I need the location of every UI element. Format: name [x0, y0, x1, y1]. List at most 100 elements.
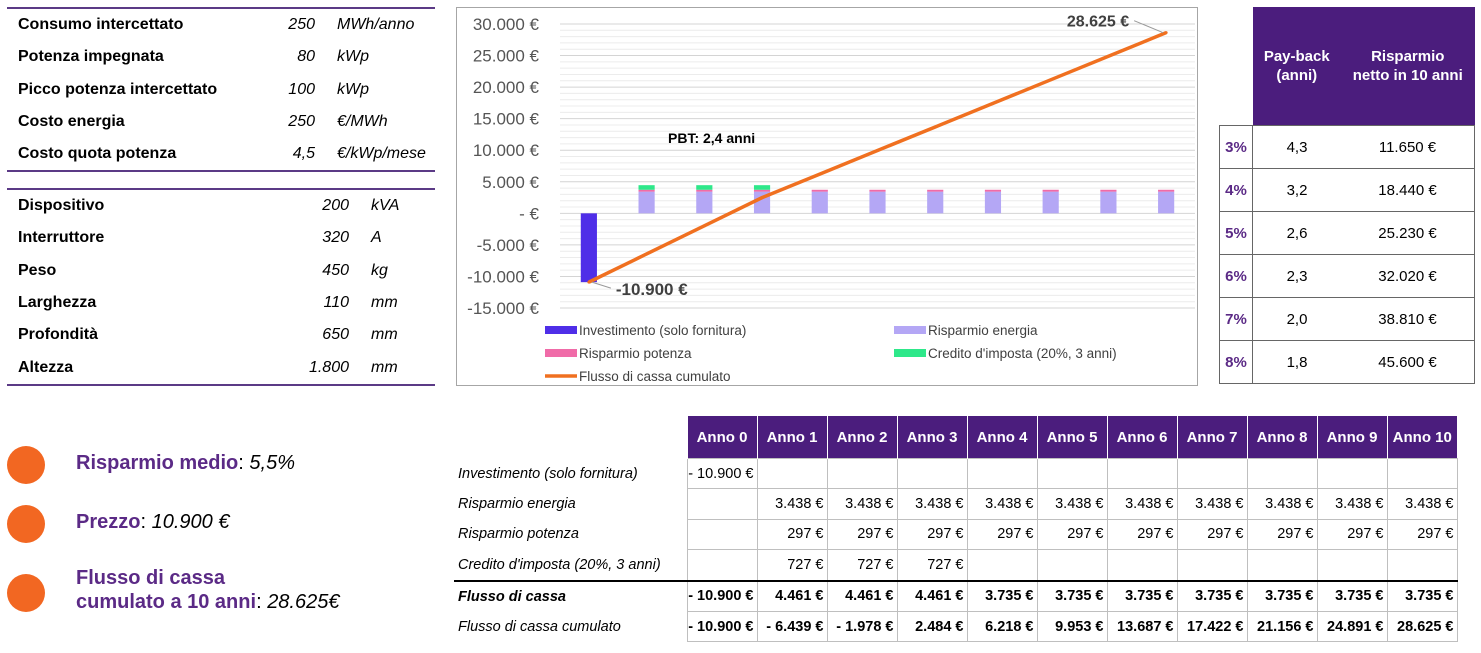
bar-risparmio-potenza	[1042, 189, 1059, 192]
cashflow-cell: 17.422 €	[1176, 610, 1248, 643]
payback-saving: 45.600 €	[1341, 340, 1475, 384]
cashflow-row-label: Flusso di cassa cumulato	[458, 618, 621, 635]
cashflow-year-header: Anno 1	[756, 416, 827, 459]
line-point	[702, 224, 706, 228]
line-point	[933, 125, 937, 129]
legend-swatch	[545, 349, 577, 357]
cashflow-cell: 297 €	[1176, 518, 1248, 551]
cashflow-cell: 297 €	[1106, 518, 1178, 551]
payback-table: Pay-back (anni) Risparmio netto in 10 an…	[1219, 7, 1475, 384]
summary-prezzo-value: 10.900 €	[151, 511, 230, 533]
spec-unit: kWp	[337, 48, 369, 66]
bar-investimento	[580, 213, 597, 283]
spec-row: Larghezza 110 mm	[7, 287, 435, 319]
cashflow-cell	[1246, 457, 1318, 490]
spec-row: Consumo intercettato 250 MWh/anno	[7, 8, 435, 41]
cashflow-cell	[1176, 549, 1248, 582]
bar-risparmio-energia	[1158, 191, 1175, 214]
cashflow-cell: 3.735 €	[1106, 579, 1178, 612]
payback-rate: 7%	[1219, 297, 1253, 341]
spec-row: Peso 450 kg	[7, 255, 435, 287]
spec-unit: mm	[371, 294, 398, 312]
cashflow-cell	[686, 518, 758, 551]
spec-row: Costo energia 250 €/MWh	[7, 106, 435, 138]
y-tick-label: 25.000 €	[473, 47, 540, 66]
cashflow-cell: 2.484 €	[896, 610, 968, 643]
cashflow-cell: 6.218 €	[966, 610, 1038, 643]
cashflow-cell: 727 €	[896, 549, 968, 582]
cashflow-cell	[826, 457, 898, 490]
cashflow-row: Credito d'imposta (20%, 3 anni) 727 €727 …	[454, 549, 1458, 582]
spec-label: Interruttore	[18, 229, 105, 247]
spec-row: Interruttore 320 A	[7, 222, 435, 254]
spec-label: Altezza	[18, 358, 74, 376]
cashflow-cell: 297 €	[826, 518, 898, 551]
payback-header: Pay-back (anni)	[1252, 7, 1341, 126]
y-tick-label: 30.000 €	[473, 15, 540, 34]
cashflow-cell: 297 €	[756, 518, 828, 551]
spec-unit: mm	[371, 326, 398, 344]
cashflow-cell	[1246, 549, 1318, 582]
spec-unit: A	[371, 229, 382, 247]
cashflow-cell: 3.438 €	[1106, 488, 1178, 520]
cashflow-cell	[1386, 549, 1458, 582]
bar-risparmio-potenza	[1158, 189, 1175, 192]
summary-flusso-label-1: Flusso di cassa	[76, 567, 225, 589]
payback-years: 4,3	[1252, 125, 1341, 169]
cashflow-row: Flusso di cassa cumulato - 10.900 € - 6.43…	[454, 610, 1458, 643]
spec-label: Peso	[18, 261, 57, 279]
cashflow-cell: 28.625 €	[1386, 610, 1458, 643]
cashflow-cell: 3.438 €	[1246, 488, 1318, 520]
spec-value: 80	[297, 48, 315, 66]
cashflow-cell: 727 €	[826, 549, 898, 582]
spec-label: Larghezza	[18, 294, 97, 312]
cashflow-cell: 3.735 €	[1246, 579, 1318, 612]
bullet-dot-icon	[7, 574, 45, 612]
cashflow-cell: 3.438 €	[896, 488, 968, 520]
cashflow-corner	[454, 416, 687, 459]
cashflow-cell: 297 €	[1246, 518, 1318, 551]
y-tick-label: 5.000 €	[482, 173, 539, 192]
bar-risparmio-energia	[869, 191, 886, 214]
payback-saving: 18.440 €	[1341, 168, 1475, 212]
cashflow-year-header: Anno 5	[1036, 416, 1107, 459]
bar-risparmio-energia	[696, 191, 713, 214]
annotation-start-value: -10.900 €	[616, 280, 688, 299]
cashflow-cell: - 1.978 €	[826, 610, 898, 643]
cashflow-cell: 3.735 €	[1316, 579, 1388, 612]
cashflow-row: Investimento (solo fornitura) - 10.900 €	[454, 457, 1458, 490]
legend-label: Investimento (solo fornitura)	[579, 323, 746, 338]
payback-years: 1,8	[1252, 340, 1341, 384]
legend-swatch	[894, 349, 926, 357]
cashflow-year-header: Anno 4	[966, 416, 1037, 459]
cashflow-cell: 3.438 €	[1316, 488, 1388, 520]
cashflow-cell	[756, 457, 828, 490]
cashflow-row: Flusso di cassa - 10.900 €4.461 €4.461 €4…	[454, 579, 1458, 612]
payback-rate: 3%	[1219, 125, 1253, 169]
cashflow-year-header: Anno 0	[686, 416, 757, 459]
cashflow-cell: 9.953 €	[1036, 610, 1108, 643]
cashflow-cell: 4.461 €	[756, 579, 828, 612]
payback-years: 2,6	[1252, 211, 1341, 255]
cashflow-cell	[1036, 457, 1108, 490]
payback-rate: 6%	[1219, 254, 1253, 298]
cashflow-cell	[1316, 549, 1388, 582]
bar-risparmio-potenza	[753, 189, 771, 192]
payback-row: 3% 4,3 11.650 €	[1219, 125, 1475, 169]
cashflow-cell: 4.461 €	[896, 579, 968, 612]
summary-flusso: Flusso di cassa cumulato a 10 anni: 28.6…	[76, 566, 339, 614]
spec-unit: MWh/anno	[337, 16, 415, 34]
line-point	[760, 196, 764, 200]
y-tick-label: -10.000 €	[467, 267, 539, 286]
cashflow-chart: 30.000 € 25.000 € 20.000 € 15.000 € 10.000 €…	[456, 7, 1198, 386]
spec-unit: kVA	[371, 197, 400, 215]
specs-table-top: Consumo intercettato 250 MWh/anno Potenza i…	[7, 7, 435, 173]
cashflow-row-label: Investimento (solo fornitura)	[458, 465, 638, 482]
summary-risparmio-value: 5,5%	[249, 452, 295, 474]
cashflow-cell	[1106, 457, 1178, 490]
line-point	[1106, 54, 1110, 58]
bar-risparmio-energia	[1100, 191, 1117, 214]
bar-risparmio-potenza	[638, 189, 655, 192]
spec-value: 200	[322, 197, 349, 215]
cashflow-cell: 13.687 €	[1106, 610, 1178, 643]
